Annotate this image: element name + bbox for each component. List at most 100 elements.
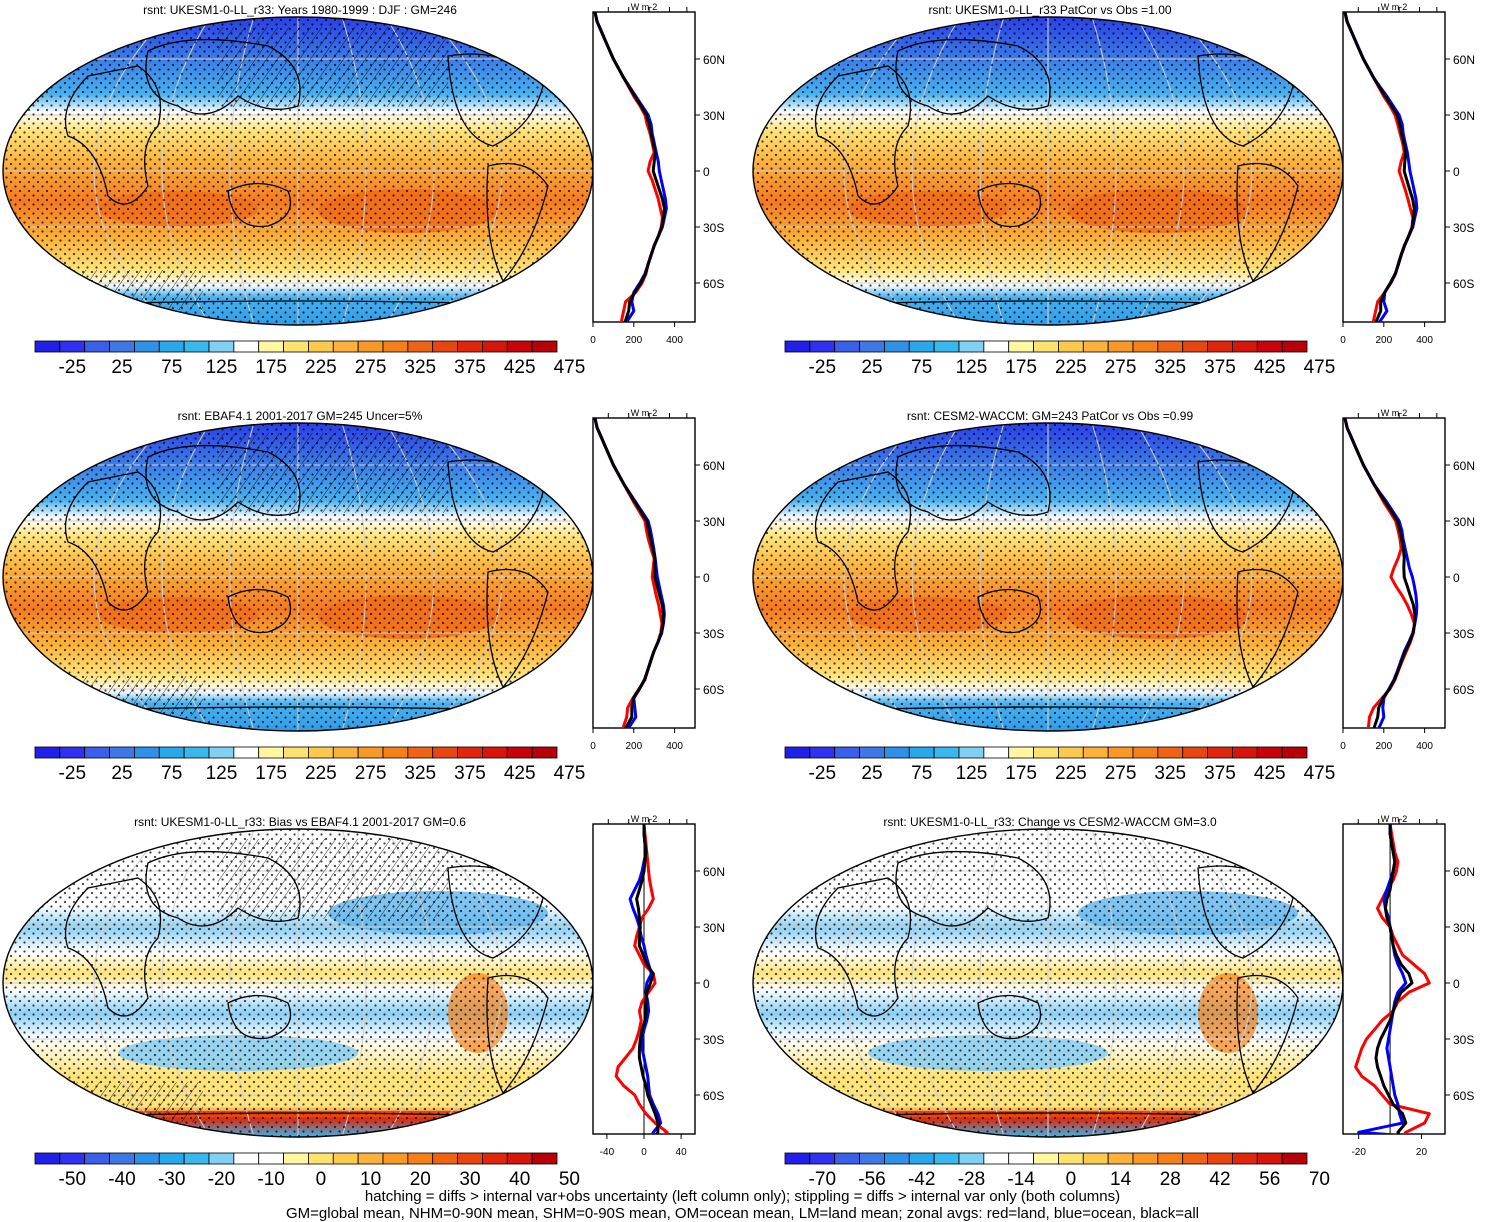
colorbar-box bbox=[158, 340, 185, 353]
colorbar-tick-label: 325 bbox=[404, 763, 436, 784]
colorbar-box bbox=[834, 746, 860, 759]
profile-y-tick-label: 60S bbox=[703, 277, 724, 291]
colorbar-box bbox=[1157, 1152, 1184, 1165]
colorbar-box bbox=[283, 340, 309, 353]
profile-series-line bbox=[1374, 824, 1414, 1134]
colorbar-tick-label: 20 bbox=[410, 1169, 431, 1190]
footer-legend-line-2: GM=global mean, NHM=0-90N mean, SHM=0-90… bbox=[285, 1205, 1199, 1222]
profile-y-tick-label: 60N bbox=[703, 53, 725, 67]
panel-2: rsnt: UKESM1-0-LL_r33 PatCor vs Obs =1.0… bbox=[752, 2, 1475, 378]
map bbox=[752, 422, 1344, 732]
colorbar-tick-label: -30 bbox=[158, 1169, 185, 1190]
colorbar-box bbox=[134, 746, 160, 759]
colorbar-tick-label: 275 bbox=[355, 357, 387, 378]
colorbar-tick-label: 75 bbox=[911, 763, 932, 784]
colorbar-box bbox=[183, 746, 210, 759]
colorbar-box bbox=[258, 1152, 284, 1165]
colorbar-box bbox=[59, 746, 86, 759]
colorbar-tick-label: 225 bbox=[305, 357, 337, 378]
colorbar-box bbox=[809, 746, 836, 759]
colorbar-box bbox=[258, 746, 284, 759]
profile-y-tick-label: 30S bbox=[703, 627, 724, 641]
profile-y-tick-label: 60N bbox=[703, 459, 725, 473]
colorbar-box bbox=[834, 340, 860, 353]
colorbar-tick-label: -40 bbox=[108, 1169, 135, 1190]
colorbar-tick-label: 475 bbox=[1304, 763, 1336, 784]
colorbar-box bbox=[34, 340, 61, 353]
colorbar-box bbox=[109, 340, 135, 353]
profile-y-tick-label: 60S bbox=[1453, 277, 1474, 291]
colorbar-box bbox=[308, 340, 334, 353]
colorbar-box bbox=[59, 340, 86, 353]
colorbar-box bbox=[531, 746, 558, 759]
profile-x-tick-label: 0 bbox=[590, 741, 596, 752]
zonal-profile: W m-2 60N 30N 0 30S 60S 0 200 400 bbox=[1340, 2, 1475, 346]
colorbar-box bbox=[1058, 746, 1084, 759]
colorbar-box bbox=[859, 340, 885, 353]
colorbar-box bbox=[933, 340, 960, 353]
colorbar-tick-label: 30 bbox=[459, 1169, 480, 1190]
colorbar-tick-label: 10 bbox=[360, 1169, 381, 1190]
profile-unit-label: W m-2 bbox=[631, 408, 658, 418]
colorbar: -25 25 75 125 175 225 275 325 375 425 475 bbox=[34, 340, 585, 378]
colorbar-box bbox=[1182, 340, 1208, 353]
colorbar-box bbox=[506, 1152, 533, 1165]
colorbar-box bbox=[407, 1152, 434, 1165]
colorbar-box bbox=[407, 746, 434, 759]
colorbar-tick-label: 225 bbox=[305, 763, 337, 784]
colorbar-box bbox=[1008, 340, 1034, 353]
hatching-overlay bbox=[218, 839, 448, 919]
profile-y-tick-label: 60S bbox=[1453, 683, 1474, 697]
colorbar: -25 25 75 125 175 225 275 325 375 425 475 bbox=[34, 746, 585, 784]
stippling-overlay bbox=[753, 829, 1343, 1137]
map bbox=[2, 828, 594, 1138]
colorbar-box bbox=[784, 340, 811, 353]
stippling-overlay bbox=[753, 17, 1343, 325]
profile-unit-label: W m-2 bbox=[631, 814, 658, 824]
profile-series-group bbox=[1343, 418, 1419, 728]
colorbar-box bbox=[1207, 1152, 1233, 1165]
panel-title: rsnt: UKESM1-0-LL_r33 PatCor vs Obs =1.0… bbox=[928, 3, 1171, 17]
profile-x-tick-label: -20 bbox=[1351, 1147, 1366, 1158]
profile-series-line bbox=[1354, 824, 1431, 1134]
colorbar-tick-label: -25 bbox=[809, 763, 836, 784]
colorbar-box bbox=[1008, 1152, 1034, 1165]
profile-series-group bbox=[1343, 12, 1419, 322]
colorbar-box bbox=[332, 340, 359, 353]
colorbar-box bbox=[382, 340, 409, 353]
profile-x-tick-label: 0 bbox=[641, 1147, 647, 1158]
colorbar-tick-label: 25 bbox=[111, 763, 132, 784]
colorbar-box bbox=[1182, 746, 1208, 759]
profile-x-tick-label: -40 bbox=[600, 1147, 615, 1158]
panel-title: rsnt: UKESM1-0-LL_r33: Bias vs EBAF4.1 2… bbox=[134, 815, 466, 829]
profile-y-tick-label: 60N bbox=[1453, 459, 1475, 473]
colorbar-box bbox=[1033, 1152, 1059, 1165]
hatching-overlay bbox=[3, 676, 203, 716]
colorbar-box bbox=[134, 1152, 160, 1165]
colorbar-box bbox=[983, 746, 1010, 759]
profile-y-tick-label: 30N bbox=[703, 921, 725, 935]
profile-series-group bbox=[593, 418, 666, 728]
colorbar-box bbox=[1132, 746, 1159, 759]
profile-series-group bbox=[1354, 824, 1431, 1134]
colorbar: -70 -56 -42 -28 -14 0 14 28 42 56 70 bbox=[784, 1152, 1330, 1190]
profile-y-tick-label: 60N bbox=[703, 865, 725, 879]
colorbar-tick-label: 425 bbox=[504, 763, 536, 784]
colorbar-tick-label: 175 bbox=[255, 763, 287, 784]
panel-5: rsnt: UKESM1-0-LL_r33: Bias vs EBAF4.1 2… bbox=[2, 814, 725, 1190]
colorbar-box bbox=[283, 746, 309, 759]
panel-title: rsnt: UKESM1-0-LL_r33: Change vs CESM2-W… bbox=[883, 815, 1217, 829]
colorbar-box bbox=[1033, 340, 1059, 353]
profile-x-tick-label: 400 bbox=[1416, 741, 1433, 752]
profile-series-line bbox=[1343, 12, 1416, 322]
profile-y-tick-label: 30N bbox=[1453, 921, 1475, 935]
profile-x-tick-label: 0 bbox=[590, 335, 596, 346]
colorbar-tick-label: -50 bbox=[59, 1169, 86, 1190]
colorbar-box bbox=[1008, 746, 1034, 759]
profile-y-tick-label: 30N bbox=[703, 515, 725, 529]
colorbar-box bbox=[357, 1152, 384, 1165]
colorbar-tick-label: 375 bbox=[454, 763, 486, 784]
colorbar-box bbox=[958, 1152, 985, 1165]
profile-x-tick-label: 0 bbox=[1340, 335, 1346, 346]
profile-x-tick-label: 400 bbox=[1416, 335, 1433, 346]
